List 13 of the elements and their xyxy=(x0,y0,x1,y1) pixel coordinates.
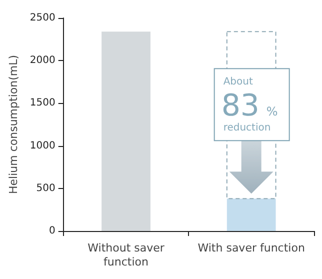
y-tick-label: 1000 xyxy=(30,140,56,152)
y-tick-label: 2000 xyxy=(30,55,56,66)
y-tick-label: 2500 xyxy=(30,12,56,24)
annotation: % xyxy=(266,104,278,119)
y-tick-label: 0 xyxy=(48,226,56,236)
y-tick-label: 1500 xyxy=(30,98,56,109)
x-tick-label: With saver function xyxy=(198,242,305,254)
y-tick-label: 500 xyxy=(36,182,56,194)
annotation: About xyxy=(223,76,253,88)
annotation: 83 xyxy=(221,88,260,124)
y-axis-title: Helium consumption(mL) xyxy=(7,55,20,194)
x-tick-label: Without saver function xyxy=(88,242,165,268)
annotation: reduction xyxy=(223,122,271,134)
